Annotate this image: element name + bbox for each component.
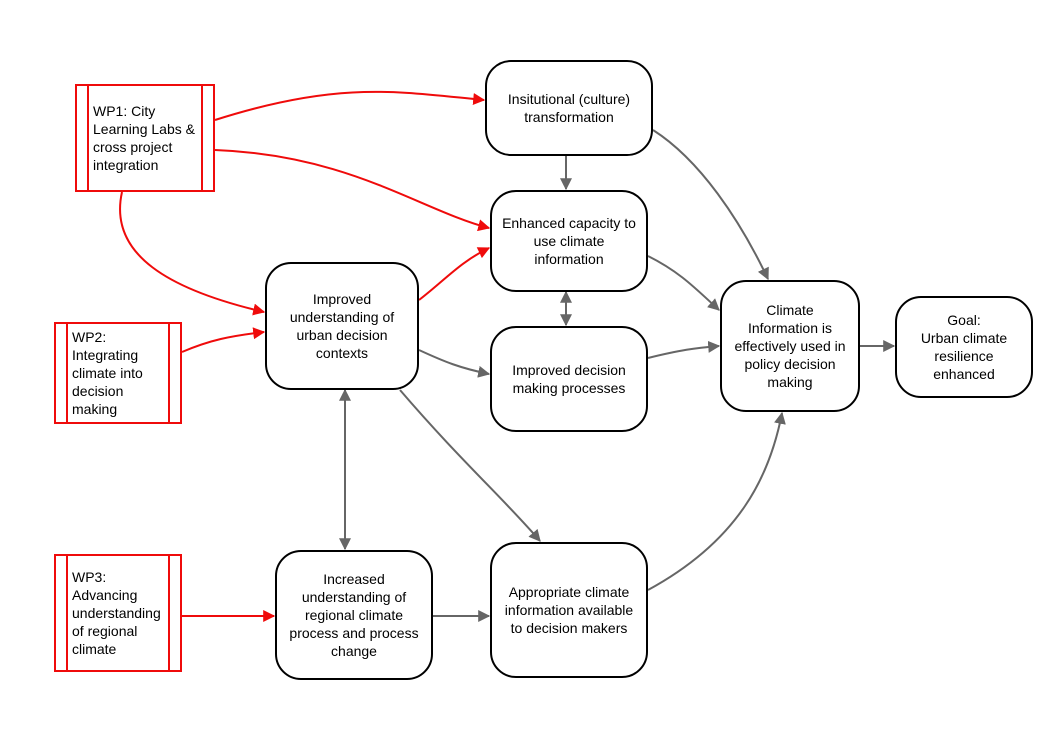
wp2-left-bar: [56, 324, 68, 422]
edge-wp1-to-improved-urban: [120, 192, 264, 312]
node-wp2: WP2: Integrating climate into decision m…: [54, 322, 182, 424]
node-improved-understanding-urban: Improved understanding of urban decision…: [265, 262, 419, 390]
node-enhanced-capacity-label: Enhanced capacity to use climate informa…: [492, 206, 646, 277]
wp1-right-bar: [201, 86, 213, 190]
edge-wp1-to-enhanced: [215, 150, 489, 228]
node-climate-info-used-label: Climate Information is effectively used …: [722, 293, 858, 400]
wp2-right-bar: [168, 324, 180, 422]
edge-improved-urban-to-improved-decision: [419, 350, 489, 374]
node-goal-label: Goal: Urban climate resilience enhanced: [897, 303, 1031, 392]
node-improved-decision-making: Improved decision making processes: [490, 326, 648, 432]
edge-enhanced-to-climate-used: [648, 256, 719, 310]
wp3-left-bar: [56, 556, 68, 670]
node-improved-understanding-urban-label: Improved understanding of urban decision…: [267, 282, 417, 371]
node-increased-understanding-regional: Increased understanding of regional clim…: [275, 550, 433, 680]
node-climate-info-used: Climate Information is effectively used …: [720, 280, 860, 412]
edge-improved-decision-to-climate-used: [648, 346, 719, 358]
node-appropriate-info: Appropriate climate information availabl…: [490, 542, 648, 678]
node-enhanced-capacity: Enhanced capacity to use climate informa…: [490, 190, 648, 292]
edge-improved-urban-to-enhanced: [419, 248, 489, 300]
node-wp3-label: WP3: Advancing understanding of regional…: [56, 560, 180, 667]
wp3-right-bar: [168, 556, 180, 670]
node-goal: Goal: Urban climate resilience enhanced: [895, 296, 1033, 398]
node-wp1: WP1: City Learning Labs & cross project …: [75, 84, 215, 192]
edge-wp1-to-institutional: [215, 92, 484, 120]
node-institutional-transformation: Insitutional (culture) transformation: [485, 60, 653, 156]
node-institutional-transformation-label: Insitutional (culture) transformation: [487, 82, 651, 134]
node-appropriate-info-label: Appropriate climate information availabl…: [492, 575, 646, 646]
node-wp3: WP3: Advancing understanding of regional…: [54, 554, 182, 672]
node-improved-decision-making-label: Improved decision making processes: [492, 353, 646, 405]
node-increased-understanding-regional-label: Increased understanding of regional clim…: [277, 562, 431, 669]
edge-wp2-to-improved-urban: [182, 332, 264, 352]
edge-institutional-to-climate-used: [653, 130, 768, 279]
node-wp1-label: WP1: City Learning Labs & cross project …: [77, 94, 213, 183]
edge-appropriate-to-climate-used: [648, 413, 782, 590]
node-wp2-label: WP2: Integrating climate into decision m…: [56, 320, 180, 427]
wp1-left-bar: [77, 86, 89, 190]
